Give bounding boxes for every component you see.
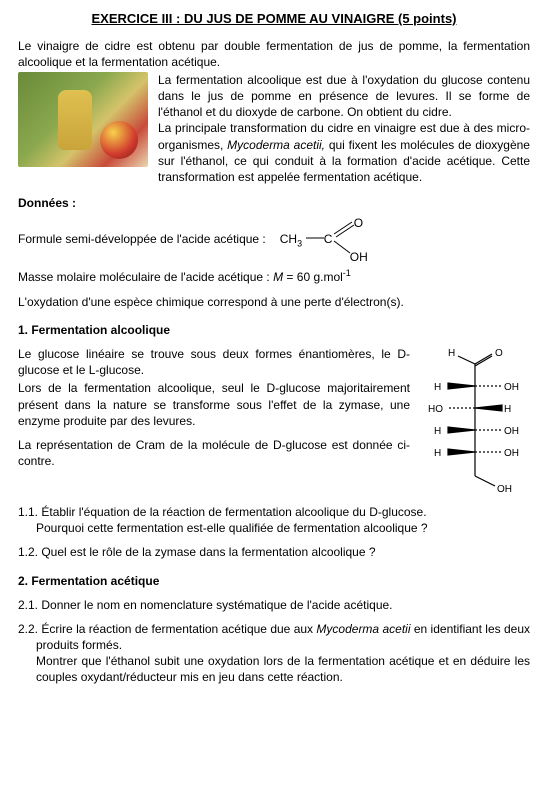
mm-exp: -1 xyxy=(343,268,351,278)
q11a-text: 1.1. Établir l'équation de la réaction d… xyxy=(18,505,427,519)
acetic-c: C xyxy=(324,231,333,247)
svg-text:H: H xyxy=(504,404,511,415)
mycoderma-em: Mycoderma acetii, xyxy=(227,138,325,152)
question-2-2: 2.2. Écrire la réaction de fermentation … xyxy=(36,621,530,686)
svg-text:H: H xyxy=(448,348,455,359)
molar-mass-row: Masse molaire moléculaire de l'acide acé… xyxy=(18,267,530,285)
exercise-title: EXERCICE III : DU JUS DE POMME AU VINAIG… xyxy=(18,10,530,28)
donnees-block: Données : Formule semi-développée de l'a… xyxy=(18,195,530,310)
formula-label: Formule semi-développée de l'acide acéti… xyxy=(18,231,266,247)
acetic-acid-structure: CH3 C O OH xyxy=(280,217,380,261)
sec1-p1: Le glucose linéaire se trouve sous deux … xyxy=(18,346,410,378)
question-1-1: 1.1. Établir l'équation de la réaction d… xyxy=(36,504,530,536)
section-2-heading: 2. Fermentation acétique xyxy=(18,573,530,589)
intro-para-1: Le vinaigre de cidre est obtenu par doub… xyxy=(18,38,530,70)
intro-wrap-text: La fermentation alcoolique est due à l'o… xyxy=(158,72,530,185)
svg-text:H: H xyxy=(434,382,441,393)
svg-text:HO: HO xyxy=(428,404,443,415)
cider-photo xyxy=(18,72,148,167)
q22a-text: 2.2. Écrire la réaction de fermentation … xyxy=(18,622,316,636)
intro-para-3: La principale transformation du cidre en… xyxy=(158,120,530,185)
section-1-heading: 1. Fermentation alcoolique xyxy=(18,322,530,338)
formula-row: Formule semi-développée de l'acide acéti… xyxy=(18,217,530,261)
acetic-o: O xyxy=(354,215,363,231)
donnees-heading: Données : xyxy=(18,195,530,211)
svg-text:OH: OH xyxy=(504,426,519,437)
svg-text:OH: OH xyxy=(497,484,512,495)
acetic-oh: OH xyxy=(350,249,368,265)
mm-symbol: M xyxy=(273,270,283,284)
acetic-ch3: CH3 xyxy=(280,231,302,250)
mm-value: = 60 g.mol xyxy=(283,270,343,284)
svg-text:OH: OH xyxy=(504,448,519,459)
svg-text:H: H xyxy=(434,426,441,437)
d-glucose-cram: O H H OH HO H H OH H OH OH xyxy=(420,346,530,496)
section-1-row: Le glucose linéaire se trouve sous deux … xyxy=(18,346,530,496)
section-1-text: Le glucose linéaire se trouve sous deux … xyxy=(18,346,410,496)
oxidation-definition: L'oxydation d'une espèce chimique corres… xyxy=(18,294,530,310)
question-1-2: 1.2. Quel est le rôle de la zymase dans … xyxy=(36,544,530,560)
intro-para-2: La fermentation alcoolique est due à l'o… xyxy=(158,72,530,121)
q11b-text: Pourquoi cette fermentation est-elle qua… xyxy=(36,521,428,535)
svg-text:O: O xyxy=(495,348,503,359)
svg-text:OH: OH xyxy=(504,382,519,393)
question-2-1: 2.1. Donner le nom en nomenclature systé… xyxy=(36,597,530,613)
intro-block: Le vinaigre de cidre est obtenu par doub… xyxy=(18,38,530,186)
sec1-p3: La représentation de Cram de la molécule… xyxy=(18,437,410,469)
q22c-text: Montrer que l'éthanol subit une oxydatio… xyxy=(36,654,530,684)
q22-em: Mycoderma acetii xyxy=(316,622,410,636)
mm-label: Masse molaire moléculaire de l'acide acé… xyxy=(18,270,273,284)
sec1-p2: Lors de la fermentation alcoolique, seul… xyxy=(18,380,410,429)
svg-text:H: H xyxy=(434,448,441,459)
